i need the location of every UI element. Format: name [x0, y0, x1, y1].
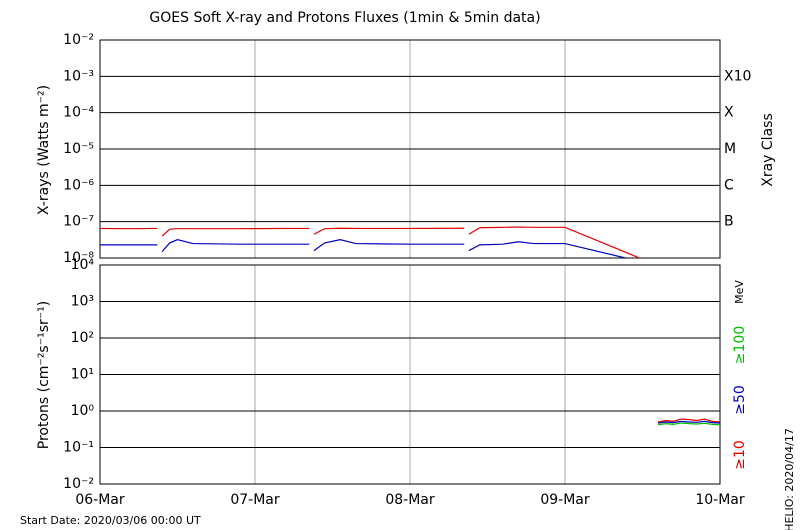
y-tick-label: 10⁰ [71, 403, 95, 419]
y-tick-label: 10⁻³ [63, 68, 94, 84]
credit: HELIO: 2020/04/17 [783, 428, 796, 530]
x-tick-label: 10-Mar [695, 492, 745, 508]
y-tick-label: 10¹ [71, 367, 94, 383]
class-label: M [724, 141, 736, 157]
plot-frame [99, 264, 721, 485]
series-line [100, 226, 640, 258]
y-tick-label: 10⁻⁵ [63, 141, 94, 157]
x-tick-label: 09-Mar [540, 492, 590, 508]
y-axis-title: Protons (cm⁻²s⁻¹sr⁻¹) [36, 301, 52, 450]
series-line [657, 422, 720, 426]
series-line [657, 418, 720, 423]
class-label: C [724, 177, 734, 193]
legend-entry: ≥50 [732, 385, 748, 415]
y-axis-title: X-rays (Watts m⁻²) [36, 85, 52, 215]
series-line [657, 420, 720, 424]
y-tick-label: 10⁻² [63, 476, 94, 492]
plot-frame [99, 39, 721, 259]
class-label: B [724, 214, 734, 230]
y-tick-label: 10² [71, 330, 94, 346]
y-tick-label: 10⁻⁸ [63, 250, 94, 266]
y-tick-label: 10⁻² [63, 32, 94, 48]
y-tick-label: 10⁻¹ [63, 440, 94, 456]
y-tick-label: 10³ [71, 294, 94, 310]
y-tick-label: 10⁻⁶ [63, 177, 94, 193]
footer: Start Date: 2020/03/06 00:00 UT [20, 514, 201, 527]
x-tick-label: 06-Mar [75, 492, 125, 508]
y-tick-label: 10⁻⁴ [63, 105, 94, 121]
y2-axis-title: Xray Class [760, 113, 776, 187]
x-tick-label: 07-Mar [230, 492, 280, 508]
x-tick-label: 08-Mar [385, 492, 435, 508]
y-tick-label: 10⁻⁷ [63, 214, 94, 230]
y-tick-label: 10⁴ [71, 257, 95, 273]
class-label: X [724, 105, 734, 121]
chart-title: GOES Soft X-ray and Protons Fluxes (1min… [149, 10, 540, 26]
legend-entry: ≥100 [732, 326, 748, 364]
unit-label: MeV [733, 280, 746, 304]
legend-entry: ≥10 [732, 440, 748, 470]
series-line [100, 239, 626, 258]
class-label: X10 [724, 68, 751, 84]
